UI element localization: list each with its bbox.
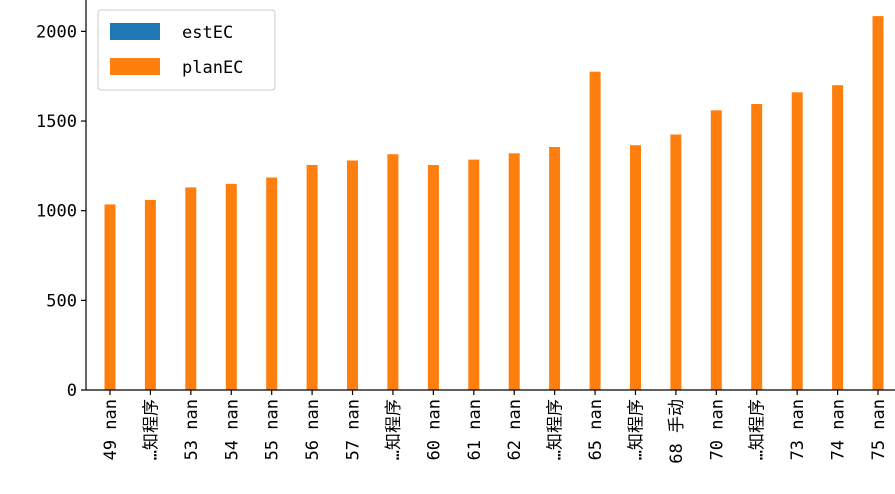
legend: estEC planEC (97, 9, 276, 91)
bars-group (104, 16, 884, 391)
bar-planEC-14 (670, 134, 682, 390)
x-tick-label: …知程序 (748, 399, 768, 460)
bar-planEC-8 (427, 165, 439, 390)
x-tick-label: 55 nan (263, 399, 283, 460)
y-tick-label: 1500 (36, 112, 77, 132)
y-tick-label: 0 (67, 381, 77, 401)
bar-planEC-18 (832, 85, 844, 390)
x-tick-label: 65 nan (586, 399, 606, 460)
bar-planEC-1 (144, 199, 156, 390)
x-tick-label: 49 nan (101, 399, 121, 460)
x-tick-label: 73 nan (788, 399, 808, 460)
y-tick-label: 2000 (36, 22, 77, 42)
bar-planEC-15 (710, 110, 722, 391)
bar-planEC-5 (306, 165, 318, 390)
x-tick-label: …知程序 (384, 399, 404, 460)
legend-label-planEC: planEC (182, 58, 243, 78)
x-tick-label: …知程序 (141, 399, 161, 460)
x-tick-label: …知程序 (546, 399, 566, 460)
bar-planEC-9 (468, 159, 480, 390)
x-tick-label: …知程序 (626, 399, 646, 460)
bar-planEC-16 (751, 104, 763, 390)
bar-planEC-19 (872, 16, 884, 390)
x-axis: 49 nan …知程序 53 nan 54 nan 55 nan 56 nan 57 nan… (86, 389, 895, 464)
x-tick-label: 53 nan (182, 399, 202, 460)
bar-planEC-12 (589, 71, 601, 390)
x-tick-label: 70 nan (707, 399, 727, 460)
x-tick-label: 60 nan (424, 399, 444, 460)
bar-planEC-17 (791, 92, 803, 391)
bar-planEC-4 (266, 177, 278, 390)
legend-swatch-estEC (110, 23, 160, 40)
bar-planEC-13 (630, 145, 641, 390)
bar-planEC-11 (549, 147, 561, 390)
bar-planEC-3 (225, 183, 237, 390)
x-tick-label: 57 nan (344, 399, 364, 460)
bar-planEC-2 (185, 187, 197, 390)
x-tick-label: 68 手动 (667, 399, 687, 464)
x-tick-label: 75 nan (869, 399, 889, 460)
bar-planEC-0 (104, 204, 116, 390)
bar-planEC-6 (347, 160, 358, 390)
bar-planEC-10 (508, 153, 520, 390)
x-tick-label: 61 nan (465, 399, 485, 460)
y-tick-label: 1000 (36, 202, 77, 222)
x-tick-label: 74 nan (829, 399, 849, 460)
x-tick-label: 54 nan (222, 399, 242, 460)
bar-planEC-7 (387, 154, 399, 390)
x-tick-label: 56 nan (303, 399, 323, 460)
legend-label-estEC: estEC (182, 23, 233, 43)
y-axis: 0 500 1000 1500 2000 (36, 0, 87, 401)
y-tick-label: 500 (46, 291, 77, 311)
x-tick-label: 62 nan (505, 399, 525, 460)
legend-frame (97, 9, 276, 91)
legend-swatch-planEC (110, 58, 160, 75)
